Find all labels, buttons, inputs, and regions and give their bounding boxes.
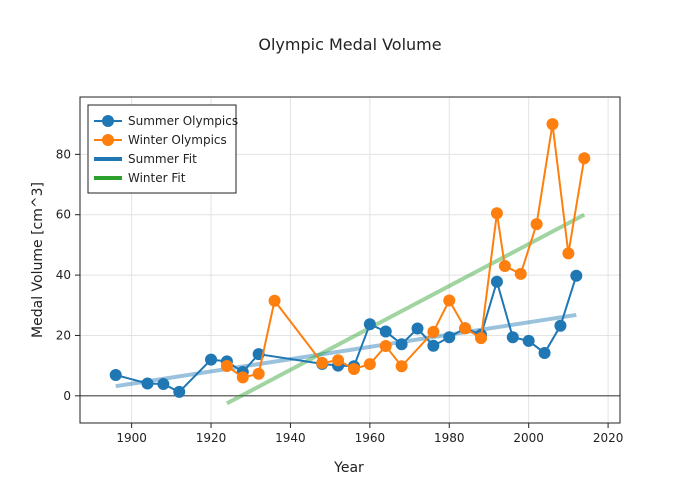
legend-item-winter-fit: Winter Fit [94,171,186,185]
legend-label: Winter Fit [128,171,186,185]
x-tick-label: 1920 [196,431,227,445]
winter-olympics-point [530,218,543,231]
winter-olympics-point [363,358,376,371]
summer-olympics-point [427,339,440,352]
winter-olympics-point [268,294,281,307]
legend-marker [102,134,114,146]
y-tick-label: 20 [56,328,71,342]
y-axis-title: Medal Volume [cm^3] [30,182,46,338]
x-tick-label: 1900 [116,431,147,445]
summer-olympics-point [570,269,583,282]
x-tick-label: 1960 [355,431,386,445]
y-axis-ticks: 0 20 40 60 80 [56,147,80,403]
x-tick-label: 1940 [275,431,306,445]
legend: Summer Olympics Winter Olympics Summer Fit… [87,104,238,194]
x-tick-label: 2000 [513,431,544,445]
summer-olympics-point [411,322,424,335]
series-layer [109,118,591,398]
plot-frame [79,96,621,424]
summer-olympics-point [109,369,122,382]
summer-olympics-point [506,331,519,344]
winter-olympics-point [220,359,233,372]
legend-item-summer-olympics: Summer Olympics [94,114,238,128]
summer-olympics-point [490,275,503,288]
fit-lines [115,212,586,406]
x-tick-label: 2020 [593,431,624,445]
legend-item-summer-fit: Summer Fit [94,152,197,166]
x-axis-title: Year [333,460,364,476]
winter-olympics-point [475,332,488,345]
chart-title: Olympic Medal Volume [258,35,441,54]
legend-item-winter-olympics: Winter Olympics [94,133,227,147]
summer-olympics-point [141,377,154,390]
winter-olympics-point [236,371,249,384]
legend-label: Winter Olympics [128,133,227,147]
winter-olympics-point [546,118,559,131]
winter-olympics-point [395,360,408,373]
summer-olympics-point [379,325,392,338]
winter-fit-line [225,212,586,406]
winter-olympics-point [443,294,456,307]
summer-olympics-point [538,346,551,359]
x-tick-label: 1980 [434,431,465,445]
winter-olympics-point [379,340,392,353]
winter-olympics-point [427,325,440,338]
winter-olympics-series [220,118,591,384]
summer-olympics-point [173,385,186,398]
winter-olympics-point [252,367,265,380]
winter-olympics-point [332,354,345,367]
winter-olympics-point [316,356,329,369]
summer-olympics-point [363,318,376,331]
winter-olympics-point [578,152,591,165]
legend-marker [102,115,114,127]
x-axis-ticks: 1900 1920 1940 1960 1980 2000 2020 [116,423,623,445]
y-tick-label: 80 [56,147,71,161]
y-tick-label: 0 [63,389,71,403]
summer-olympics-point [443,331,456,344]
summer-olympics-point [395,338,408,351]
summer-olympics-point [157,378,170,391]
winter-olympics-point [490,207,503,220]
legend-label: Summer Fit [128,152,197,166]
winter-olympics-point [562,247,575,260]
y-tick-label: 60 [56,208,71,222]
summer-olympics-point [554,319,567,332]
winter-olympics-point [514,267,527,280]
y-tick-label: 40 [56,268,71,282]
winter-olympics-point [459,322,472,335]
summer-olympics-point [205,353,218,366]
summer-fit-line [115,312,577,389]
winter-olympics-point [498,260,511,273]
winter-olympics-point [347,362,360,375]
legend-label: Summer Olympics [128,114,238,128]
summer-olympics-point [522,334,535,347]
